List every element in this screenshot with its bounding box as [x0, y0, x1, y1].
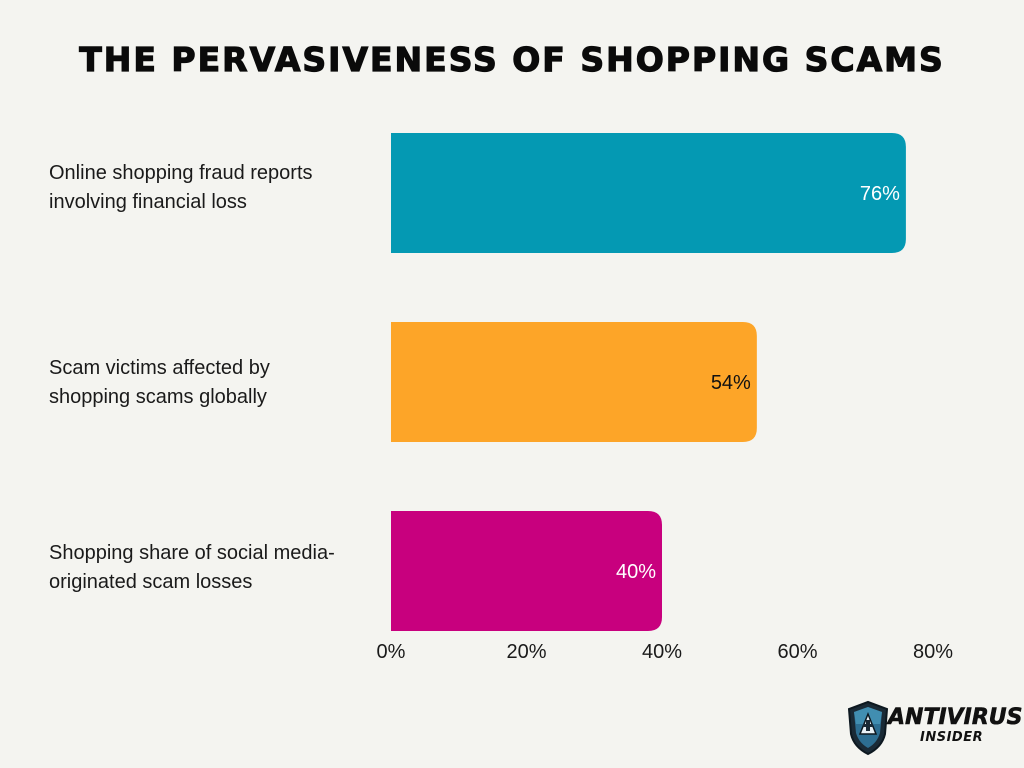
category-label-line: originated scam losses: [49, 571, 253, 593]
logo-text-antivirus: ANTIVIRUS: [888, 705, 1023, 731]
x-tick-label: 80%: [913, 641, 953, 663]
bar-1: [391, 133, 906, 253]
bar-value-label: 76%: [860, 183, 900, 205]
bar-2: [391, 322, 757, 442]
category-label-line: shopping scams globally: [49, 386, 267, 408]
bar-value-label: 40%: [616, 561, 656, 583]
category-label-social-media: Shopping share of social media- originat…: [49, 539, 379, 597]
antivirus-insider-logo: ANTIVIRUS INSIDER: [846, 700, 1023, 756]
category-label-line: Scam victims affected by: [49, 357, 270, 379]
chart-title: THE PERVASIVENESS OF SHOPPING SCAMS: [79, 39, 945, 79]
logo-text-insider: INSIDER: [920, 730, 984, 745]
category-label-line: Online shopping fraud reports: [49, 162, 313, 184]
category-label-line: involving financial loss: [49, 191, 247, 213]
shield-logo-icon: [847, 700, 889, 756]
x-tick-label: 20%: [506, 641, 546, 663]
bar-value-label: 54%: [711, 372, 751, 394]
category-label-scam-victims: Scam victims affected by shopping scams …: [49, 354, 379, 412]
x-tick-label: 40%: [642, 641, 682, 663]
bar-3: [391, 511, 662, 631]
category-label-online-fraud: Online shopping fraud reports involving …: [49, 159, 379, 217]
x-tick-label: 60%: [777, 641, 817, 663]
x-tick-label: 0%: [377, 641, 406, 663]
category-label-line: Shopping share of social media-: [49, 542, 335, 564]
